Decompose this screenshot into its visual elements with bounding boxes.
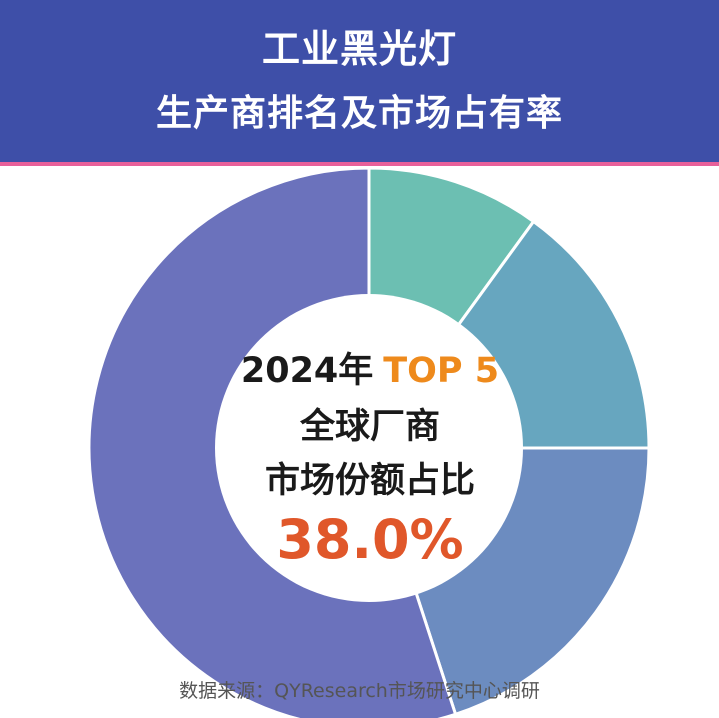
donut-hole [215, 294, 523, 602]
page-title: 工业黑光灯 [261, 27, 457, 71]
center-line-3: 市场份额占比 [264, 461, 475, 501]
center-top5: TOP 5 [383, 351, 500, 391]
source-note: 数据来源：QYResearch市场研究中心调研 [179, 680, 540, 702]
center-line-2: 全球厂商 [299, 407, 440, 447]
page-subtitle: 生产商排名及市场占有率 [155, 93, 563, 134]
center-line-1: 2024年 TOP 5 [220, 342, 520, 393]
center-year: 2024年 [240, 351, 374, 391]
header-banner: 工业黑光灯 生产商排名及市场占有率 [0, 0, 719, 166]
center-value: 38.0% [276, 508, 464, 571]
